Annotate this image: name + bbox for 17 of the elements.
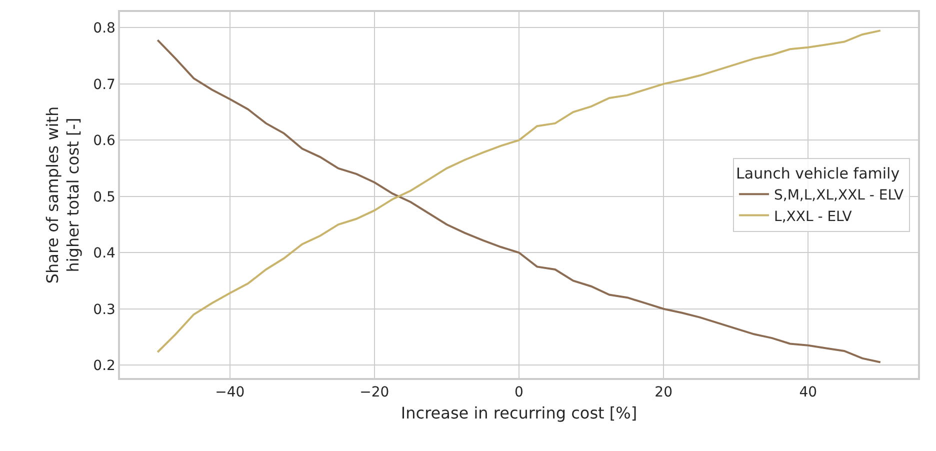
y-axis-title: Share of samples with higher total cost [-] [42, 106, 83, 284]
legend-title: Launch vehicle family [736, 164, 900, 182]
x-axis-title: Increase in recurring cost [%] [400, 404, 638, 423]
x-tick-label: −40 [215, 384, 245, 401]
y-tick-label: 0.5 [93, 189, 116, 206]
y-tick-label: 0.2 [93, 358, 116, 374]
x-tick-label: 20 [654, 384, 672, 401]
y-tick-label: 0.4 [93, 246, 116, 262]
x-tick-label: −20 [360, 384, 390, 401]
legend-label: L,XXL - ELV [774, 208, 852, 225]
x-tick-label: 40 [799, 384, 818, 401]
y-tick-label: 0.8 [93, 20, 116, 37]
y-tick-label: 0.6 [93, 133, 116, 150]
y-tick-label: 0.3 [93, 302, 116, 318]
y-tick-label: 0.7 [93, 76, 116, 93]
x-tick-label: 0 [514, 384, 524, 401]
legend-label: S,M,L,XL,XXL - ELV [774, 188, 904, 204]
